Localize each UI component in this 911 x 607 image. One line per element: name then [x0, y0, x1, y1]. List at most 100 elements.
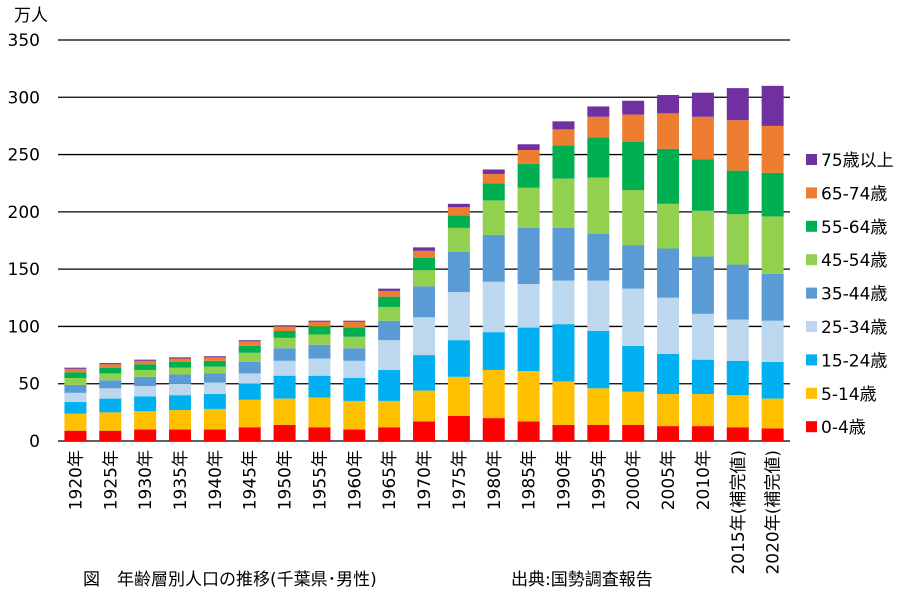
bar-segment [273, 398, 296, 425]
bar-segment [447, 215, 470, 228]
bar-segment [691, 116, 714, 160]
bar-segment [413, 270, 436, 287]
bar-segment [761, 172, 784, 217]
legend-label: 15-24歳 [821, 351, 887, 371]
bar-segment [726, 427, 749, 441]
legend-label: 0-4歳 [821, 418, 866, 438]
bar-segment [134, 360, 157, 365]
x-tick-label: 1920年 [66, 450, 86, 510]
bar-segment [657, 113, 680, 149]
bar-segment [238, 427, 261, 441]
bar-segment [517, 144, 540, 150]
bar-segment [238, 352, 261, 362]
bar-segment [203, 429, 226, 441]
legend-label: 75歳以上 [821, 151, 894, 171]
bar-segment [447, 415, 470, 441]
bar-segment [691, 256, 714, 314]
bar-segment [134, 359, 157, 361]
bar-segment [169, 410, 192, 430]
bar-segment [587, 424, 610, 441]
bar-segment [482, 281, 505, 333]
x-tick-label: 1950年 [276, 450, 296, 510]
bar-segment [308, 334, 331, 345]
bar-segment [517, 371, 540, 422]
bar-segment [169, 374, 192, 384]
legend-label: 35-44歳 [821, 285, 887, 305]
bar-segment [482, 369, 505, 419]
bar-segment [64, 384, 87, 393]
bar-segment [273, 325, 296, 327]
bar-segment [691, 210, 714, 257]
bar-segment [378, 290, 401, 297]
bar-segment [169, 367, 192, 375]
legend-swatch [806, 354, 817, 366]
bar-segment [99, 430, 122, 441]
bar-segment [413, 286, 436, 318]
bar-segment [343, 360, 366, 378]
bar-segment [64, 430, 87, 441]
bar-segment [64, 392, 87, 403]
y-tick-label: 300 [8, 88, 40, 108]
bar-segment [552, 280, 575, 325]
bar-segment [622, 424, 645, 441]
bar-segment [587, 137, 610, 178]
legend-label: 5-14歳 [821, 385, 877, 405]
bar-segment [622, 391, 645, 425]
bar-segment [134, 386, 157, 397]
x-tick-label: 1985年 [520, 450, 540, 510]
bar-segment [587, 116, 610, 138]
bar-segment [482, 418, 505, 441]
bar-segment [378, 288, 401, 291]
bar-segment [447, 203, 470, 208]
y-tick-label: 200 [8, 203, 40, 223]
bar-segment [691, 159, 714, 211]
bar-segment [343, 400, 366, 430]
x-tick-label: 1930年 [136, 450, 156, 510]
bar-segment [413, 250, 436, 258]
legend-swatch [806, 321, 817, 332]
bar-segment [238, 399, 261, 428]
bar-segment [726, 120, 749, 171]
bar-segment [64, 368, 87, 373]
bar-segment [169, 395, 192, 411]
y-tick-label: 100 [8, 317, 40, 337]
bar-segment [99, 380, 122, 389]
x-tick-label: 2015年(補完値) [729, 450, 749, 575]
bar-segment [482, 234, 505, 282]
bar-segment [761, 398, 784, 429]
bar-segment [99, 398, 122, 413]
bar-segment [378, 400, 401, 428]
bar-segment [99, 388, 122, 399]
bar-segment [343, 320, 366, 322]
bar-segment [169, 383, 192, 396]
bar-segment [64, 413, 87, 431]
bar-segment [657, 426, 680, 441]
bar-segment [726, 264, 749, 320]
x-tick-label: 2010年 [694, 450, 714, 510]
bar-segment [517, 327, 540, 372]
bar-segment [552, 227, 575, 281]
bar-segment [413, 257, 436, 271]
bar-segment [691, 313, 714, 360]
bar-segment [447, 292, 470, 341]
bar-segment [169, 357, 192, 359]
bar-segment [134, 411, 157, 430]
bar-segment [552, 424, 575, 441]
bar-segment [308, 358, 331, 376]
legend-swatch [806, 254, 817, 266]
bar-segment [169, 361, 192, 368]
y-axis-unit-label: 万人 [14, 6, 48, 26]
bar-segment [238, 340, 261, 342]
bars [64, 85, 784, 441]
y-tick-label: 250 [8, 146, 40, 166]
bar-segment [761, 273, 784, 321]
bar-segment [64, 372, 87, 378]
bar-segment [203, 373, 226, 383]
bar-segment [726, 395, 749, 428]
bar-segment [203, 382, 226, 395]
bar-segment [691, 359, 714, 395]
bar-segment [587, 233, 610, 281]
bar-segment [726, 360, 749, 396]
bar-segment [343, 429, 366, 441]
